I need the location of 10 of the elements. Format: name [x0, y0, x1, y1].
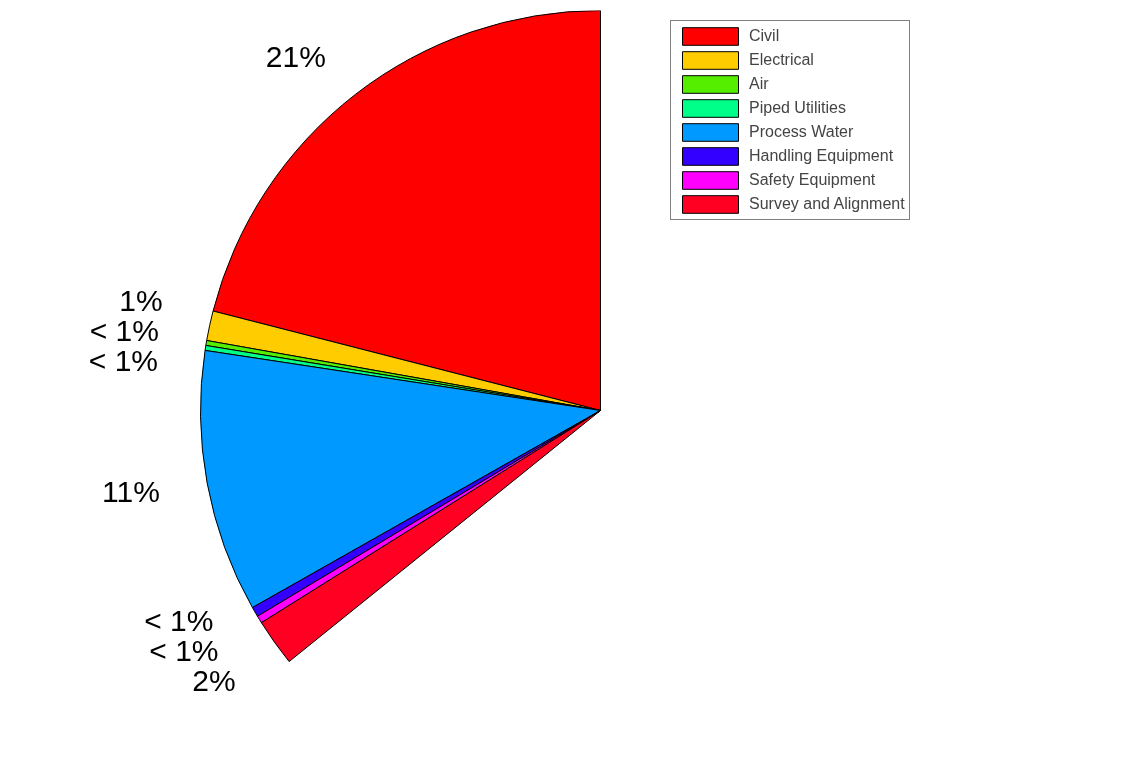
data-label: 11%: [102, 475, 160, 509]
legend-label: Piped Utilities: [749, 99, 846, 117]
legend-label: Handling Equipment: [749, 147, 894, 165]
legend-label: Survey and Alignment: [749, 195, 905, 213]
legend-label: Safety Equipment: [749, 171, 876, 189]
legend-label: Electrical: [749, 51, 814, 69]
legend-label: Civil: [749, 27, 780, 45]
legend-label: Air: [749, 75, 769, 93]
legend-label: Process Water: [749, 123, 854, 141]
data-label: 21%: [265, 40, 326, 74]
